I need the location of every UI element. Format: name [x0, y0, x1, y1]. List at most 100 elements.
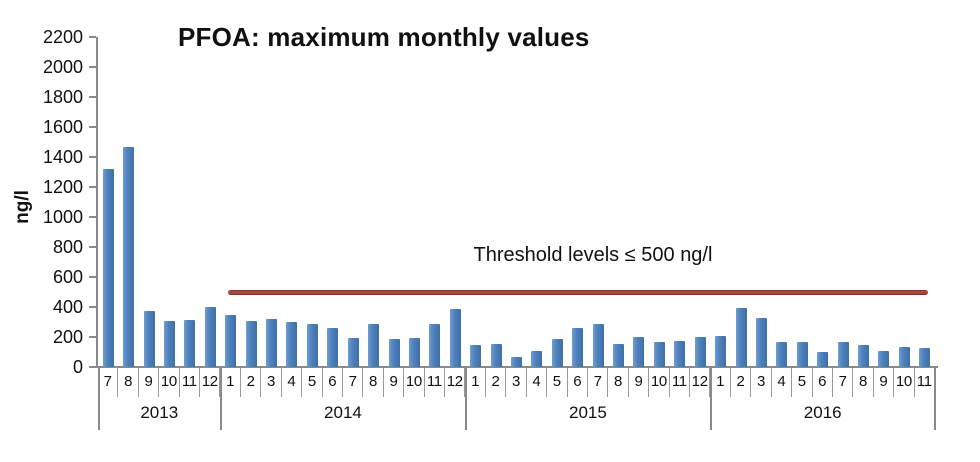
month-label: 8	[608, 368, 629, 397]
bar-month-11	[674, 340, 686, 367]
bar-month-3	[755, 318, 767, 367]
bar-month-10	[408, 337, 420, 367]
bar-month-8	[368, 323, 380, 367]
y-tick-mark	[89, 36, 96, 38]
year-separator	[98, 367, 100, 430]
month-label: 12	[200, 368, 221, 397]
bar-month-9	[878, 350, 890, 367]
bar-month-1	[470, 345, 482, 367]
bar-month-1	[715, 335, 727, 367]
bar-month-10	[898, 346, 910, 367]
bar-month-12	[694, 337, 706, 367]
month-label: 4	[527, 368, 548, 397]
month-label: 9	[139, 368, 160, 397]
month-label: 7	[98, 368, 119, 397]
y-tick-label: 600	[52, 267, 83, 287]
y-tick-label: 2200	[42, 27, 83, 47]
month-label: 6	[323, 368, 343, 397]
bar-month-12	[449, 309, 461, 367]
y-tick-label: 400	[52, 297, 83, 317]
month-label: 7	[343, 368, 364, 397]
month-label: 3	[751, 368, 772, 397]
bar-month-6	[327, 328, 339, 367]
x-axis-line	[96, 366, 938, 368]
chart-title: PFOA: maximum monthly values	[178, 22, 590, 52]
month-label: 7	[833, 368, 854, 397]
month-label: 10	[894, 368, 915, 397]
bar-month-11	[429, 324, 441, 367]
year-separator	[710, 367, 712, 430]
bar-month-4	[286, 322, 298, 367]
bar-month-7	[837, 341, 849, 367]
month-label: 8	[118, 368, 139, 397]
month-label: 12	[690, 368, 711, 397]
bar-month-8	[123, 146, 135, 367]
y-tick-mark	[89, 216, 96, 218]
bar-month-12	[204, 307, 216, 367]
month-label: 11	[180, 368, 201, 397]
month-label: 6	[568, 368, 588, 397]
month-label: 11	[425, 368, 446, 397]
bar-month-2	[735, 307, 747, 367]
y-tick-mark	[89, 156, 96, 158]
year-label-2016: 2016	[803, 403, 842, 422]
y-tick-label: 1000	[42, 207, 83, 227]
month-label: 10	[159, 368, 180, 397]
y-tick-mark	[89, 186, 96, 188]
year-separator	[934, 367, 936, 430]
month-label: 2	[241, 368, 262, 397]
y-tick-mark	[89, 66, 96, 68]
bar-month-7	[592, 323, 604, 367]
month-label: 10	[649, 368, 670, 397]
bar-month-1	[225, 314, 237, 367]
bar-month-5	[796, 342, 808, 367]
month-label: 4	[772, 368, 793, 397]
bar-month-2	[490, 343, 502, 367]
month-label: 2	[486, 368, 507, 397]
year-separator	[220, 367, 222, 430]
month-label: 5	[792, 368, 813, 397]
month-label: 7	[588, 368, 609, 397]
bar-month-3	[511, 356, 522, 367]
y-axis-line	[96, 37, 98, 368]
bar-month-8	[613, 343, 625, 367]
month-label: 5	[547, 368, 568, 397]
y-tick-mark	[89, 336, 96, 338]
month-label: 9	[629, 368, 650, 397]
y-tick-label: 200	[52, 327, 83, 347]
bar-month-3	[266, 319, 278, 367]
bar-month-11	[919, 348, 931, 367]
year-separator	[465, 367, 467, 430]
y-tick-mark	[89, 276, 96, 278]
y-tick-label: 800	[52, 237, 83, 257]
y-tick-label: 1600	[42, 117, 83, 137]
month-label: 1	[465, 368, 486, 397]
month-label: 5	[302, 368, 323, 397]
bar-month-4	[531, 350, 543, 367]
month-label: 9	[874, 368, 895, 397]
month-label: 11	[670, 368, 691, 397]
bar-month-7	[102, 169, 114, 367]
y-tick-label: 1400	[42, 147, 83, 167]
month-label: 6	[813, 368, 833, 397]
year-label-2014: 2014	[324, 403, 362, 422]
bar-month-5	[551, 338, 563, 367]
x-axis: 7 8 9 10 11 12 1 2 3 4 5 6 7 8 9 10 11 12 1 2 3 4 5 6 7 8 9 10 11 12 1…	[98, 367, 936, 430]
month-label: 3	[506, 368, 527, 397]
month-label: 2	[731, 368, 752, 397]
year-label-2013: 2013	[140, 403, 179, 422]
month-label: 8	[363, 368, 384, 397]
threshold-line	[228, 289, 928, 295]
month-label: 10	[404, 368, 425, 397]
y-tick-mark	[89, 96, 96, 98]
month-label: 4	[282, 368, 303, 397]
year-label-2015: 2015	[569, 403, 607, 422]
bar-month-9	[143, 310, 155, 367]
month-label: 8	[853, 368, 874, 397]
y-tick-label: 0	[72, 357, 83, 377]
bar-month-11	[184, 319, 196, 367]
plot-area	[98, 37, 935, 367]
y-tick-mark	[89, 366, 96, 368]
month-label: 1	[710, 368, 731, 397]
